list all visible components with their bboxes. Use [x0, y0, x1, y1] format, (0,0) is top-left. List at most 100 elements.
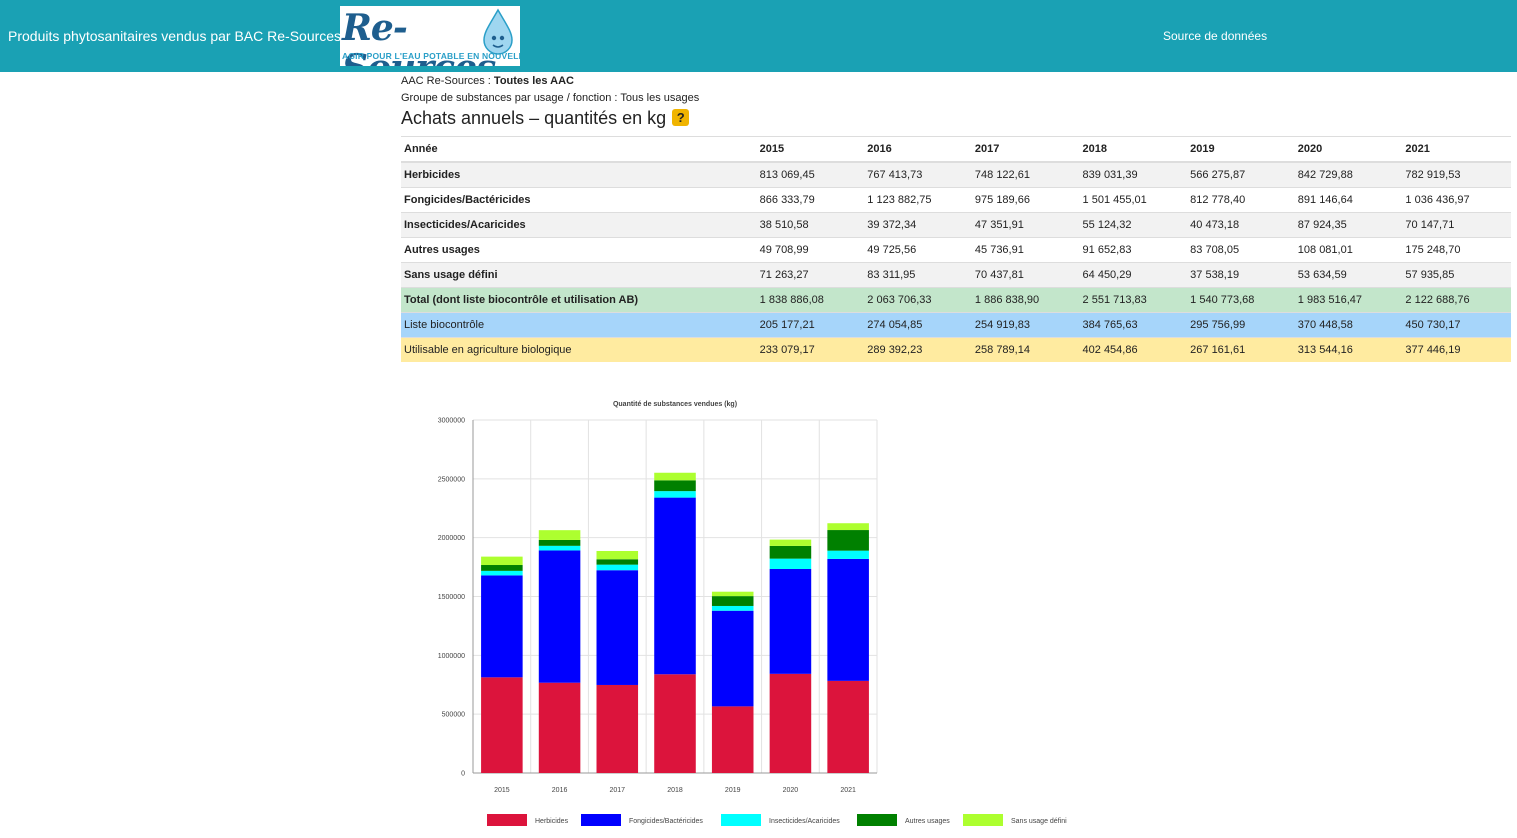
table-cell: 83 311,95	[864, 262, 972, 288]
bar-segment	[596, 570, 639, 685]
legend-swatch	[857, 814, 897, 826]
table-cell: 1 983 516,47	[1294, 287, 1403, 313]
bar-segment	[596, 564, 639, 571]
legend-label: Sans usage défini	[1011, 818, 1067, 825]
column-header-2019: 2019	[1187, 136, 1295, 163]
legend-swatch	[487, 814, 527, 826]
bar-segment	[538, 682, 581, 773]
bar-segment	[654, 497, 696, 675]
table-cell: 2 551 713,83	[1079, 287, 1188, 313]
bar-segment	[769, 558, 812, 569]
table-cell: 258 789,14	[971, 337, 1080, 362]
table-cell: 254 919,83	[971, 312, 1080, 338]
bar-segment	[827, 550, 869, 559]
table-cell: 891 146,64	[1294, 187, 1403, 213]
column-header-2020: 2020	[1294, 136, 1403, 163]
x-tick-label: 2016	[552, 787, 568, 794]
bar-segment	[711, 596, 754, 606]
table-cell: 37 538,19	[1187, 262, 1295, 288]
table-cell: 55 124,32	[1079, 212, 1188, 238]
nav-link-data-source[interactable]: Source de données	[1163, 29, 1268, 43]
bar-segment	[596, 559, 639, 565]
legend-swatch	[963, 814, 1003, 826]
table-cell: 70 147,71	[1402, 212, 1511, 238]
bar-segment	[769, 673, 812, 773]
table-cell: 1 123 882,75	[864, 187, 972, 213]
y-tick-label: 1000000	[438, 653, 465, 660]
table-body: Herbicides 813 069,45 767 413,73 748 122,61…	[401, 161, 1511, 362]
table-cell: 38 510,58	[756, 212, 865, 238]
row-label: Autres usages	[401, 237, 757, 263]
filter-group-label: Groupe de substances par usage / fonctio…	[401, 92, 621, 104]
x-tick-label: 2015	[494, 787, 510, 794]
column-header-2015: 2015	[756, 136, 865, 163]
row-label: Insecticides/Acaricides	[401, 212, 757, 238]
table-cell: 45 736,91	[971, 237, 1080, 263]
table-cell: 866 333,79	[756, 187, 865, 213]
bar-segment	[481, 556, 523, 566]
table-cell: 812 778,40	[1187, 187, 1295, 213]
bar-segment	[711, 605, 754, 611]
bar-segment	[481, 575, 523, 678]
y-tick-label: 500000	[442, 712, 465, 719]
bar-segment	[827, 558, 869, 681]
table-cell: 313 544,16	[1294, 337, 1403, 362]
bar-segment	[711, 610, 754, 707]
logo-wordmark: Re-Sources	[342, 7, 496, 66]
bar-segment	[481, 677, 523, 773]
legend-label: Fongicides/Bactéricides	[629, 818, 703, 825]
y-tick-label: 3000000	[438, 418, 465, 425]
column-header-2021: 2021	[1402, 136, 1511, 163]
table-cell: 108 081,01	[1294, 237, 1403, 263]
bar-segment	[538, 539, 581, 546]
filter-aac-value: Toutes les AAC	[493, 75, 574, 87]
table-cell: 83 708,05	[1187, 237, 1295, 263]
row-label: Fongicides/Bactéricides	[401, 187, 757, 213]
bar-segment	[538, 545, 581, 551]
chart-title: Quantité de substances vendues (kg)	[613, 401, 737, 408]
table-cell: 87 924,35	[1294, 212, 1403, 238]
table-cell: 566 275,87	[1187, 161, 1295, 188]
bar-segment	[827, 523, 869, 531]
table-cell: 2 122 688,76	[1402, 287, 1511, 313]
table-cell: 233 079,17	[756, 337, 865, 362]
table-cell: 71 263,27	[756, 262, 865, 288]
table-row: Liste biocontrôle 205 177,21 274 054,85 254…	[401, 312, 1511, 338]
bar-segment	[827, 530, 869, 551]
bar-segment	[769, 539, 812, 546]
table-cell: 782 919,53	[1402, 161, 1511, 188]
stacked-bar-chart: Quantité de substances vendues (kg) 0 5000…	[438, 401, 1067, 826]
bar-segment	[654, 674, 696, 773]
legend-swatch	[581, 814, 621, 826]
table-cell: 57 935,85	[1402, 262, 1511, 288]
table-cell: 842 729,88	[1294, 161, 1403, 188]
table-cell: 289 392,23	[864, 337, 972, 362]
table-cell: 49 708,99	[756, 237, 865, 263]
table-cell: 767 413,73	[864, 161, 972, 188]
filter-group: Groupe de substances par usage / fonctio…	[401, 92, 699, 104]
column-header-2016: 2016	[864, 136, 972, 163]
table-cell: 370 448,58	[1294, 312, 1403, 338]
bar-segment	[654, 480, 696, 492]
table-cell: 205 177,21	[756, 312, 865, 338]
y-tick-label: 0	[461, 771, 465, 778]
table-cell: 70 437,81	[971, 262, 1080, 288]
table-row: Total (dont liste biocontrôle et utilisa…	[401, 287, 1511, 313]
legend-label: Autres usages	[905, 818, 950, 825]
bar-segment	[596, 684, 639, 773]
bar-segment	[711, 706, 754, 773]
bar-segment	[538, 530, 581, 540]
bar-segment	[596, 550, 639, 560]
table-cell: 49 725,56	[864, 237, 972, 263]
resources-logo[interactable]: Re-Sources AGIR POUR L'EAU POTABLE EN NO…	[340, 6, 520, 66]
help-button[interactable]: ?	[672, 109, 690, 126]
legend-swatch	[721, 814, 761, 826]
table-cell: 1 501 455,01	[1079, 187, 1188, 213]
filter-aac-label: AAC Re-Sources :	[401, 75, 494, 87]
table-row: Sans usage défini 71 263,27 83 311,95 70 43…	[401, 262, 1511, 288]
legend-label: Herbicides	[535, 818, 569, 825]
table-cell: 975 189,66	[971, 187, 1080, 213]
navbar-brand[interactable]: Produits phytosanitaires vendus par BAC …	[8, 28, 342, 44]
filter-group-value: Tous les usages	[620, 92, 700, 104]
x-tick-label: 2019	[725, 787, 741, 794]
